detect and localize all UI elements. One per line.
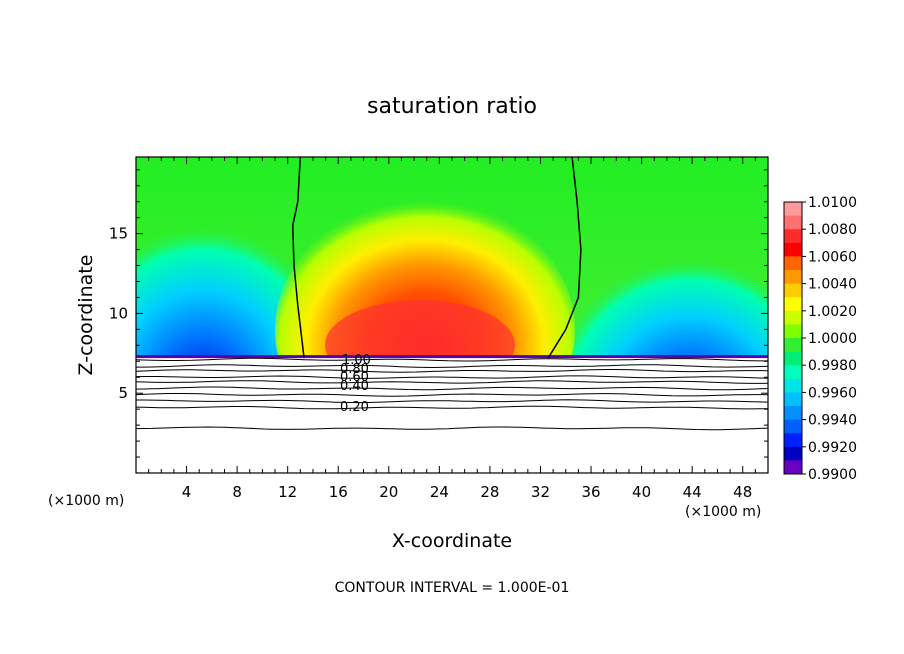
contour-label: 0.60 xyxy=(340,370,369,385)
colorbar-label: 1.0020 xyxy=(808,304,857,320)
x-tick-label: 4 xyxy=(182,483,192,501)
x-tick-label: 12 xyxy=(278,483,297,501)
lower-contour-region xyxy=(135,355,769,473)
y-axis-ticks: 5 10 15 xyxy=(109,169,768,458)
cloud-free-region xyxy=(136,358,768,473)
contour-label: 0.40 xyxy=(340,379,369,394)
unity-contour-left xyxy=(291,156,305,359)
colorbar-swatch xyxy=(784,310,802,325)
colorbar-label: 0.9940 xyxy=(808,413,857,429)
colorbar-label: 1.0040 xyxy=(808,277,857,293)
contour-line xyxy=(135,380,769,384)
contour-labels: 1.00 0.80 0.60 0.40 0.20 xyxy=(340,353,371,415)
colorbar-swatch xyxy=(784,202,802,217)
surface-rim xyxy=(136,355,768,359)
contour-line xyxy=(135,393,769,397)
colorbar-swatch xyxy=(784,351,802,366)
colorbar-swatch xyxy=(784,446,802,461)
colorbar-swatch xyxy=(784,270,802,285)
colorbar-swatch xyxy=(784,392,802,407)
saturated-core xyxy=(325,300,515,357)
contour-line xyxy=(135,369,769,373)
x-tick-label: 28 xyxy=(480,483,499,501)
colorbar-swatch xyxy=(784,256,802,271)
colorbar-swatch xyxy=(784,297,802,312)
colorbar-swatch xyxy=(784,433,802,448)
colorbar-label: 1.0080 xyxy=(808,222,857,238)
contour-line xyxy=(135,375,769,379)
contour-line xyxy=(135,357,768,362)
x-tick-label: 48 xyxy=(733,483,752,501)
x-tick-label: 32 xyxy=(531,483,550,501)
colorbar-label: 1.0000 xyxy=(808,331,857,347)
contour-line xyxy=(135,364,769,369)
x-unit-right: (×1000 m) xyxy=(685,504,761,520)
y-axis-label: Z-coordinate xyxy=(75,255,97,376)
colorbar-swatch xyxy=(784,365,802,380)
x-tick-label: 16 xyxy=(329,483,348,501)
x-unit-left: (×1000 m) xyxy=(48,493,124,509)
contour-line xyxy=(135,426,769,431)
colorbar-swatch xyxy=(784,215,802,230)
x-tick-label: 8 xyxy=(232,483,242,501)
colorbar-swatch xyxy=(784,419,802,434)
colorbar-label: 0.9920 xyxy=(808,440,857,456)
x-tick-label: 40 xyxy=(632,483,651,501)
y-tick-label: 15 xyxy=(109,225,128,243)
y-tick-label: 5 xyxy=(118,384,128,402)
colorbar-swatch xyxy=(784,406,802,421)
colorbar-label: 0.9960 xyxy=(808,385,857,401)
colorbar-swatch xyxy=(784,338,802,353)
cool-region-right xyxy=(570,210,768,357)
unity-contour-right xyxy=(547,156,582,359)
chart-title: saturation ratio xyxy=(367,94,537,119)
x-tick-label: 44 xyxy=(683,483,702,501)
x-axis-label: X-coordinate xyxy=(392,530,512,552)
colorbar-labels: 1.0100 1.0080 1.0060 1.0040 1.0020 1.0000 0.99… xyxy=(802,195,857,483)
contour-label: 0.80 xyxy=(340,362,369,377)
contour-interval-note: CONTOUR INTERVAL = 1.000E-01 xyxy=(335,580,570,596)
heatmap-field xyxy=(136,157,768,357)
x-tick-label: 24 xyxy=(430,483,449,501)
colorbar-label: 0.9980 xyxy=(808,358,857,374)
colorbar-swatch xyxy=(784,229,802,244)
colorbar-swatch xyxy=(784,242,802,257)
contour-line xyxy=(135,399,769,404)
colorbar-label: 1.0060 xyxy=(808,249,857,265)
contour-label: 0.20 xyxy=(340,400,369,415)
contour-label: 1.00 xyxy=(342,353,371,368)
y-tick-label: 10 xyxy=(109,304,128,322)
x-axis-ticks: 4 8 12 16 20 24 28 32 36 40 44 48 xyxy=(148,157,756,501)
colorbar-swatch xyxy=(784,378,802,393)
colorbar-swatch xyxy=(784,324,802,339)
colorbar-label: 0.9900 xyxy=(808,467,857,483)
colorbar xyxy=(783,201,803,475)
colorbar-swatch xyxy=(784,460,802,475)
colorbar-label: 1.0100 xyxy=(808,195,857,211)
contour-line xyxy=(135,386,769,391)
contour-line xyxy=(135,405,769,410)
x-tick-label: 36 xyxy=(581,483,600,501)
colorbar-swatch xyxy=(784,283,802,298)
x-tick-label: 20 xyxy=(379,483,398,501)
